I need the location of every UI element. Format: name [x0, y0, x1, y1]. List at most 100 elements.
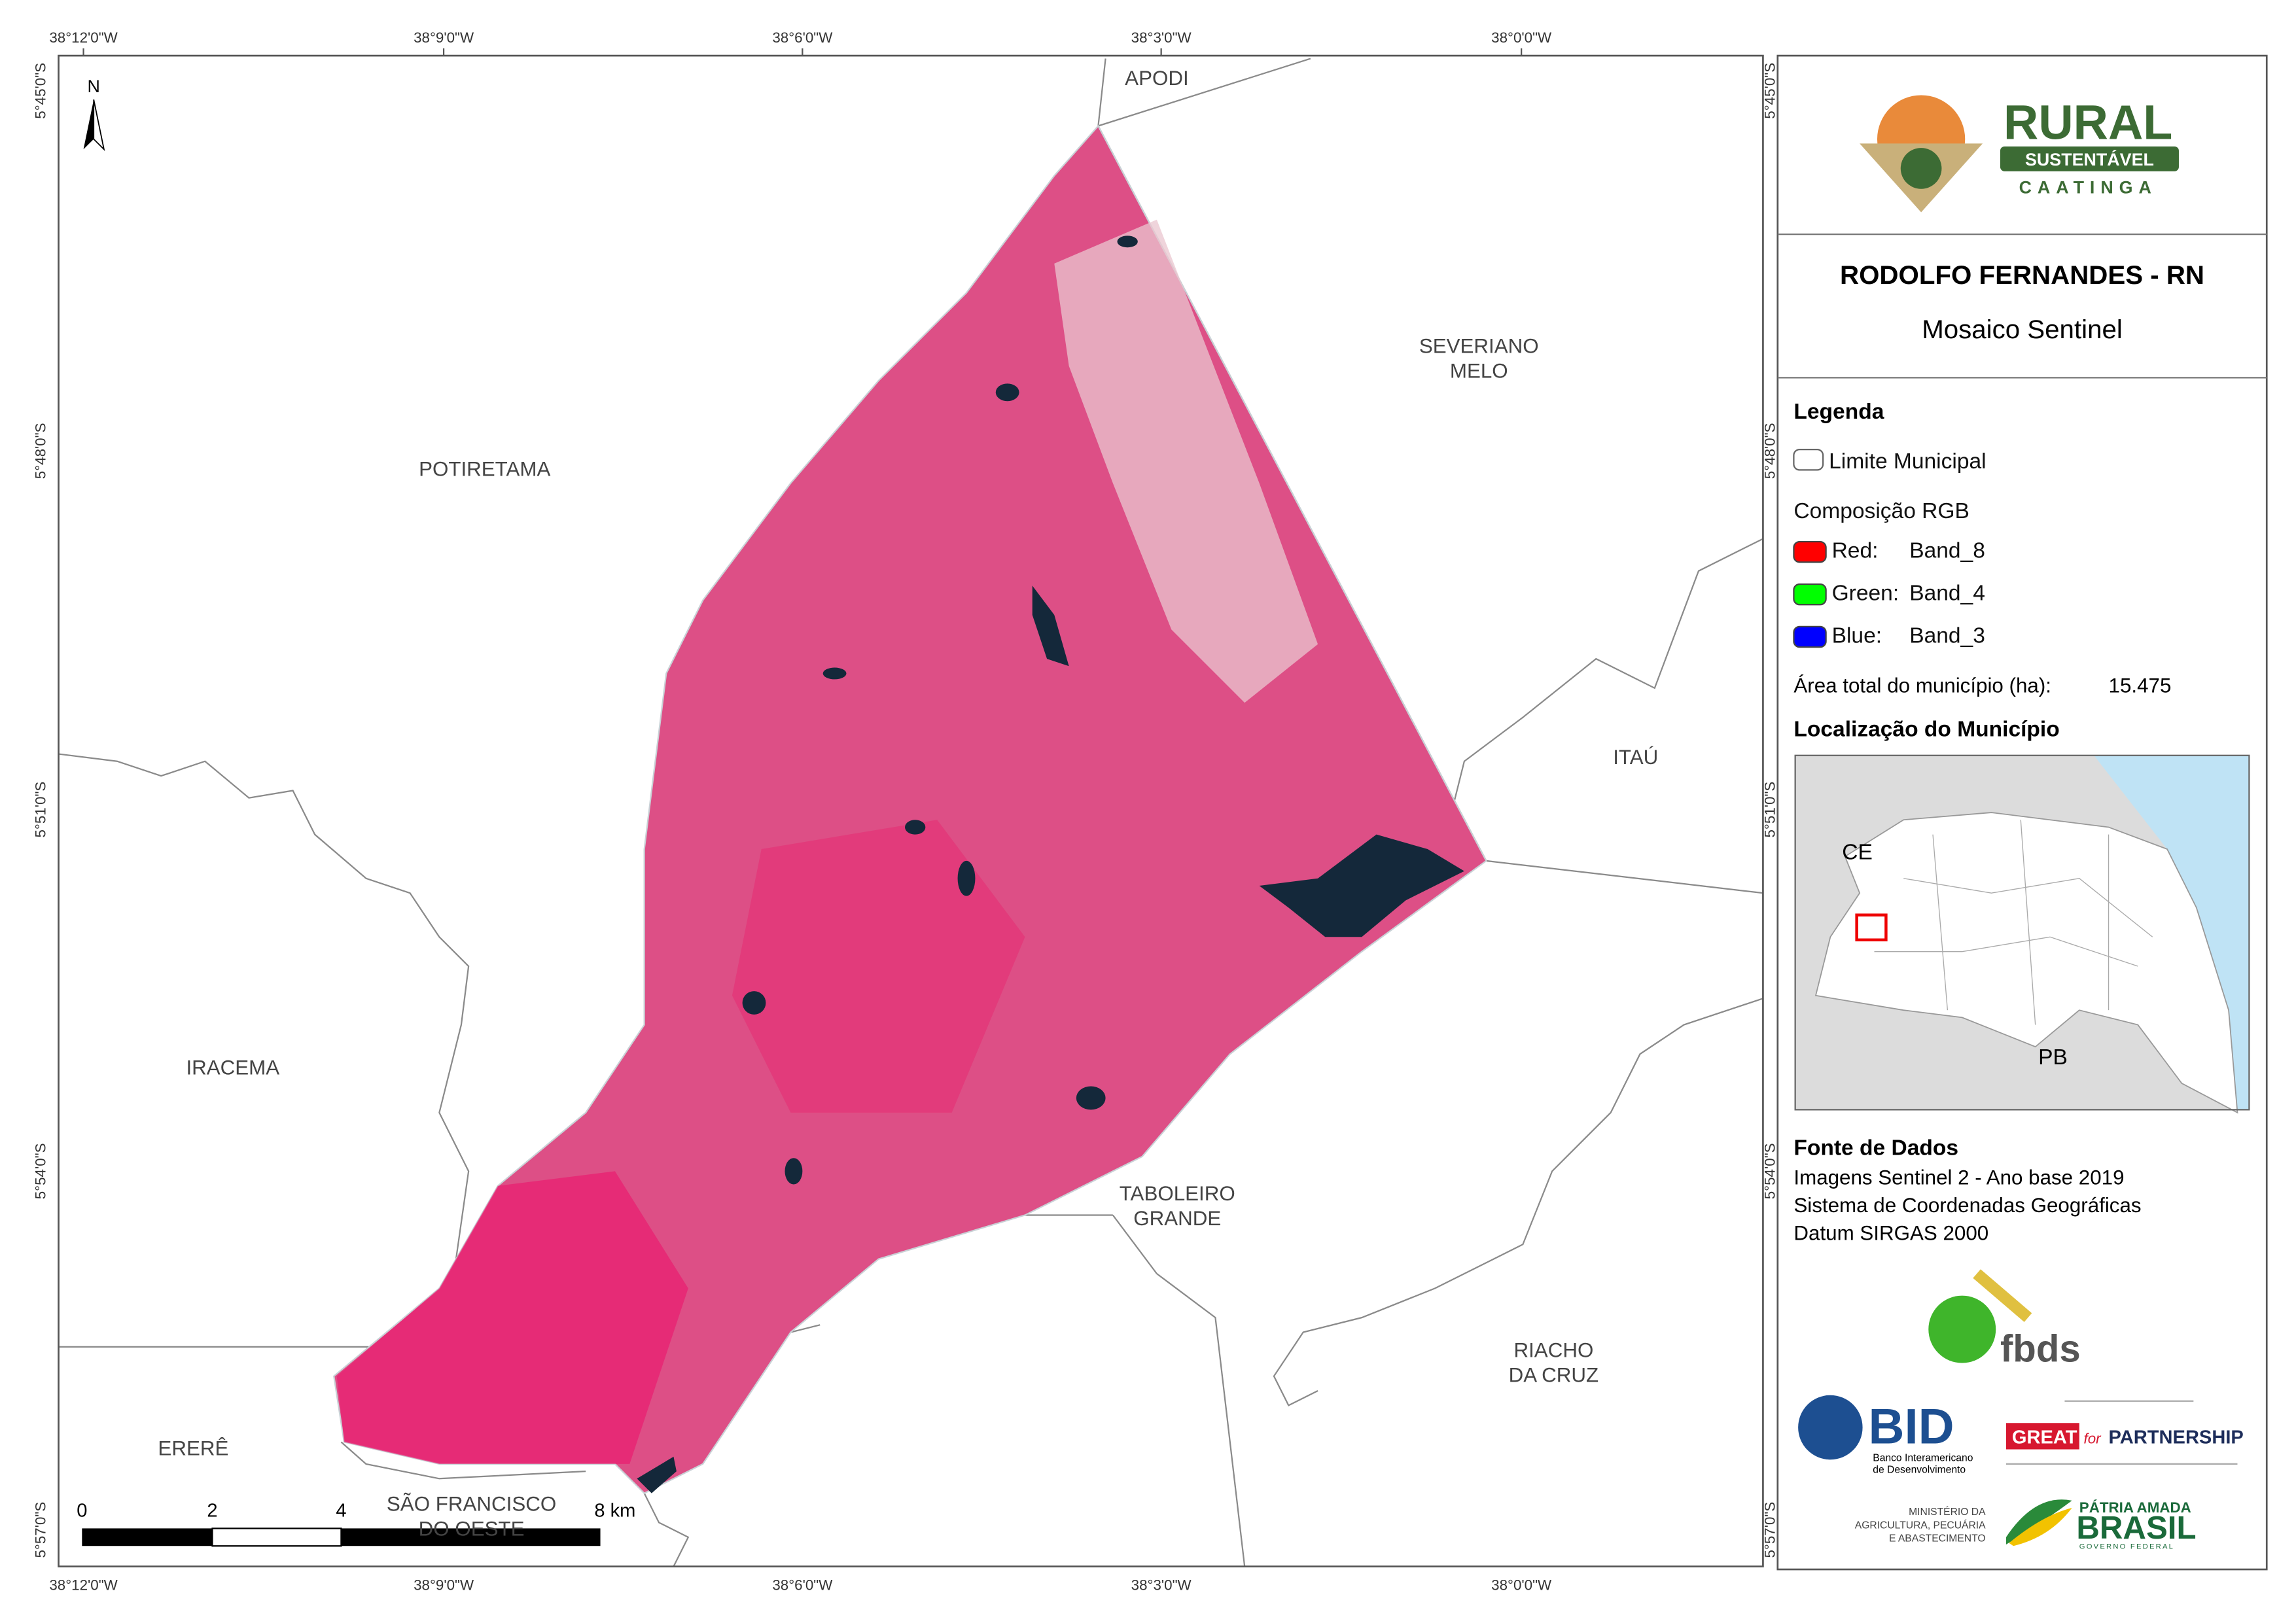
north-label: N — [88, 77, 100, 96]
map-shape — [341, 1528, 601, 1546]
lat-label: 5°54'0"S — [1761, 1143, 1778, 1199]
map-shape — [1794, 754, 2250, 1111]
place-label-line: MELO — [1450, 359, 1508, 382]
place-label-line: IRACEMA — [186, 1056, 279, 1079]
place-label: SEVERIANO MELO — [1419, 334, 1539, 382]
lon-label: 38°3'0"W — [1131, 1577, 1192, 1593]
lon-label: 38°3'0"W — [1131, 29, 1192, 46]
lon-label: 38°12'0"W — [49, 1577, 118, 1593]
map-shape — [82, 1528, 213, 1546]
pond — [905, 820, 926, 835]
lat-label: 5°51'0"S — [32, 782, 48, 838]
logo-text: BRASIL — [2076, 1510, 2196, 1546]
lat-label: 5°48'0"S — [1761, 423, 1778, 479]
scale-label: 0 — [77, 1500, 87, 1521]
source-line: Imagens Sentinel 2 - Ano base 2019 — [1793, 1166, 2124, 1189]
map-shape — [2005, 1423, 2079, 1450]
sources-heading: Fonte de Dados — [1793, 1136, 1958, 1161]
scale-label: 4 — [336, 1500, 346, 1521]
place-label: APODI — [1125, 67, 1189, 90]
map-subtitle: Mosaico Sentinel — [1922, 315, 2123, 344]
pond — [1076, 1086, 1106, 1110]
lat-label: 5°45'0"S — [1761, 63, 1778, 119]
pond — [995, 383, 1019, 402]
lat-label: 5°57'0"S — [32, 1502, 48, 1558]
legend-channel: Blue: — [1832, 623, 1882, 648]
brand-title: RURAL — [2004, 96, 2172, 150]
place-label: IRACEMA — [186, 1056, 279, 1079]
lat-label: 5°45'0"S — [32, 63, 48, 119]
scale-label: 2 — [207, 1500, 217, 1521]
map-shape — [2000, 146, 2179, 171]
source-line: Datum SIRGAS 2000 — [1793, 1222, 1988, 1245]
logo-text: AGRICULTURA, PECUÁRIA — [1855, 1518, 1986, 1531]
map-frame — [58, 54, 1764, 1567]
lon-label: 38°9'0"W — [414, 29, 474, 46]
great-logo: GREAT for PARTNERSHIP — [2005, 1400, 2244, 1465]
logo-text: BID — [1869, 1399, 1954, 1455]
logo-text: E ABASTECIMENTO — [1889, 1533, 1986, 1544]
legend-heading: Legenda — [1793, 400, 1884, 424]
north-arrow — [93, 99, 105, 152]
legend-band: Band_4 — [1909, 582, 1985, 606]
scale-bar: 0 2 4 8 km — [77, 1500, 635, 1547]
lat-label: 5°54'0"S — [32, 1143, 48, 1199]
fbds-logo: fbds — [1928, 1269, 2081, 1370]
place-label: RIACHO DA CRUZ — [1509, 1339, 1599, 1387]
logo-text: de Desenvolvimento — [1873, 1464, 1966, 1475]
area-label: Área total do município (ha): — [1793, 674, 2051, 697]
area-value: 15.475 — [2109, 674, 2172, 697]
legend-swatch — [1793, 583, 1827, 606]
place-label-line: ERERÊ — [158, 1437, 228, 1459]
map-shape — [1874, 820, 2153, 1025]
place-label-line: DA CRUZ — [1509, 1364, 1599, 1387]
place-label: SÃO FRANCISCO DO OESTE — [387, 1493, 556, 1541]
place-label-line: ITAÚ — [1613, 746, 1658, 769]
legend-swatch — [1793, 625, 1827, 648]
brand-logo: RURAL SUSTENTÁVEL CAATINGA — [1860, 95, 2179, 213]
legend-bands: Red: Band_8 Green: Band_4 Blue: Band_3 — [1793, 539, 1985, 648]
logo-text: fbds — [2000, 1327, 2081, 1370]
pond — [1117, 236, 1138, 248]
map-shape — [2009, 1508, 2072, 1546]
logo-text: GOVERNO FEDERAL — [2079, 1543, 2174, 1551]
inset-label: CE — [1842, 841, 1873, 865]
reservoir — [1032, 585, 1069, 667]
map-shape — [2094, 755, 2250, 1110]
vegetation-dense — [732, 820, 1025, 1113]
logo-text: MINISTÉRIO DA — [1909, 1505, 1986, 1518]
ministry-logo: MINISTÉRIO DA AGRICULTURA, PECUÁRIA E AB… — [1855, 1499, 2197, 1551]
lon-label: 38°6'0"W — [772, 29, 833, 46]
place-label: POTIRETAMA — [419, 457, 550, 480]
place-labels: APODI SEVERIANO MELO POTIRETAMA ITAÚ IRACEMA T… — [158, 67, 1658, 1541]
side-panel: RURAL SUSTENTÁVEL CAATINGA RODOLFO FERNA… — [1776, 54, 2268, 1571]
map-area: N 0 2 4 8 km APODI SEVERIANO MELO POTIRETAM… — [32, 29, 1778, 1593]
graticule-labels: 38°12'0"W 38°12'0"W 38°9'0"W 38°9'0"W 38°6'0… — [32, 29, 1778, 1593]
map-shape — [1855, 913, 1888, 942]
map-shape — [211, 1527, 342, 1547]
legend-channel: Green: — [1832, 582, 1899, 606]
map-shape — [1900, 148, 1942, 189]
lat-label: 5°51'0"S — [1761, 782, 1778, 838]
place-label-line: SEVERIANO — [1419, 334, 1539, 357]
place-label: TABOLEIRO GRANDE — [1120, 1182, 1235, 1230]
place-label-line: SÃO FRANCISCO — [387, 1493, 556, 1516]
vegetation-dense — [336, 1171, 688, 1464]
place-label-line: TABOLEIRO — [1120, 1182, 1235, 1205]
pond — [957, 860, 976, 896]
cleared-area — [1054, 219, 1318, 703]
logo-text: GREAT — [2012, 1427, 2077, 1448]
logo-text: PARTNERSHIP — [2109, 1427, 2244, 1448]
legend-channel: Red: — [1832, 539, 1879, 563]
brand-tagline: CAATINGA — [2019, 177, 2157, 197]
source-line: Sistema de Coordenadas Geográficas — [1793, 1194, 2141, 1217]
place-label-line: GRANDE — [1133, 1207, 1221, 1230]
place-label: ERERÊ — [158, 1437, 228, 1459]
inset-label: PB — [2038, 1045, 2068, 1070]
map-title: RODOLFO FERNANDES - RN — [1840, 260, 2204, 290]
water-bodies — [637, 236, 1464, 1493]
scale-label: 8 km — [594, 1500, 635, 1521]
map-shape — [1973, 1269, 2032, 1322]
